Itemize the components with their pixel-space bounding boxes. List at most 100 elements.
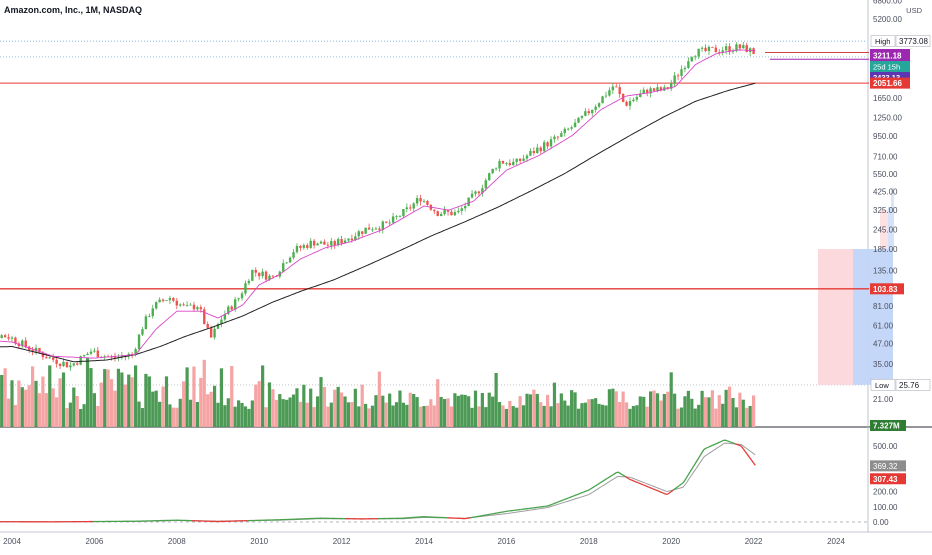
- indicator-fast-segment: [566, 498, 568, 499]
- candle-body: [454, 212, 456, 215]
- candle-body: [608, 90, 610, 95]
- candle-body: [632, 100, 634, 101]
- volume-bar: [615, 391, 618, 427]
- volume-bar: [694, 409, 697, 427]
- volume-bar: [148, 376, 151, 427]
- volume-bar: [69, 403, 72, 427]
- candle-body: [591, 110, 593, 113]
- volume-bar: [402, 403, 405, 427]
- indicator-fast-segment: [644, 485, 646, 486]
- volume-bar: [460, 395, 463, 427]
- volume-bar: [392, 405, 395, 427]
- volume-bar: [752, 395, 755, 427]
- volume-bar: [89, 368, 92, 427]
- volume-bar: [536, 394, 539, 427]
- volume-bar: [422, 406, 425, 427]
- price-axis-tick: 185.00: [873, 245, 898, 254]
- volume-bar: [385, 402, 388, 427]
- candle-body: [416, 198, 418, 203]
- price-axis-tick: 21.00: [873, 395, 894, 404]
- volume-bar: [553, 383, 556, 427]
- candle-body: [543, 142, 545, 151]
- volume-bar: [172, 408, 175, 427]
- indicator-fast-segment: [549, 505, 551, 506]
- time-axis-tick: 2014: [415, 537, 433, 546]
- candle-body: [512, 162, 514, 165]
- candle-body: [364, 228, 366, 234]
- candle-body: [605, 96, 607, 97]
- indicator-fast-segment: [654, 489, 656, 490]
- candle-body: [701, 48, 703, 49]
- candle-body: [97, 351, 99, 358]
- candle-body: [83, 355, 85, 356]
- candle-body: [574, 123, 576, 128]
- volume-bar: [594, 398, 597, 427]
- candle-body: [643, 90, 645, 94]
- volume-bar: [41, 377, 44, 427]
- volume-bar: [28, 385, 31, 427]
- volume-bar: [457, 396, 460, 427]
- volume-bar: [45, 393, 48, 427]
- time-axis-tick: 2020: [662, 537, 680, 546]
- volume-bar: [738, 393, 741, 427]
- volume-bar: [491, 397, 494, 427]
- volume-bar: [333, 390, 336, 427]
- volume-bar: [711, 390, 714, 427]
- price-axis-tick: 425.00: [873, 188, 898, 197]
- volume-bar: [683, 396, 686, 427]
- volume-bar: [416, 397, 419, 427]
- candle-body: [725, 46, 727, 50]
- volume-bar: [440, 397, 443, 427]
- candle-body: [138, 335, 140, 349]
- time-axis-tick: 2010: [250, 537, 268, 546]
- indicator-fast-segment: [706, 448, 708, 449]
- indicator-fast-segment: [651, 488, 653, 489]
- volume-bar: [134, 365, 137, 427]
- candle-body: [361, 231, 363, 233]
- volume-bar: [378, 372, 381, 427]
- indicator-fast-segment: [714, 444, 716, 445]
- candle-body: [711, 47, 713, 48]
- candle-body: [526, 156, 528, 159]
- candle-body: [272, 276, 274, 277]
- volume-bar: [113, 391, 116, 427]
- indicator-fast-segment: [572, 496, 574, 497]
- volume-bar: [639, 396, 642, 427]
- volume-bar: [598, 404, 601, 427]
- volume-bar: [65, 408, 68, 427]
- volume-bar: [481, 393, 484, 427]
- indicator-fast-segment: [568, 497, 570, 498]
- indicator-fast-segment: [570, 497, 572, 498]
- volume-bar: [237, 400, 240, 427]
- low-value-label: 25.76: [899, 381, 920, 390]
- candle-body: [680, 69, 682, 76]
- volume-bar: [426, 406, 429, 427]
- indicator-fast-segment: [640, 484, 642, 485]
- candle-body: [207, 324, 209, 328]
- candle-body: [601, 96, 603, 103]
- time-axis-tick: 2004: [3, 537, 21, 546]
- candle-body: [677, 75, 679, 76]
- chart-title: Amazon.com, Inc., 1M, NASDAQ: [4, 5, 142, 15]
- volume-bar: [179, 399, 182, 427]
- volume-bar: [79, 409, 82, 427]
- indicator-fast-segment: [606, 478, 608, 479]
- volume-bar: [429, 399, 432, 427]
- candle-body: [588, 111, 590, 113]
- candle-body: [625, 102, 627, 106]
- candle-body: [739, 44, 741, 48]
- volume-bar: [38, 393, 41, 427]
- indicator-fast-segment: [604, 479, 606, 480]
- candle-body: [358, 231, 360, 236]
- volume-bar: [395, 402, 398, 427]
- candle-body: [471, 194, 473, 198]
- volume-bar: [632, 406, 635, 427]
- candle-body: [251, 270, 253, 281]
- volume-bar: [601, 405, 604, 427]
- candle-body: [378, 229, 380, 230]
- candle-body: [49, 357, 51, 358]
- candle-body: [347, 239, 349, 241]
- price-axis-tick: 550.00: [873, 170, 898, 179]
- volume-bar: [745, 408, 748, 427]
